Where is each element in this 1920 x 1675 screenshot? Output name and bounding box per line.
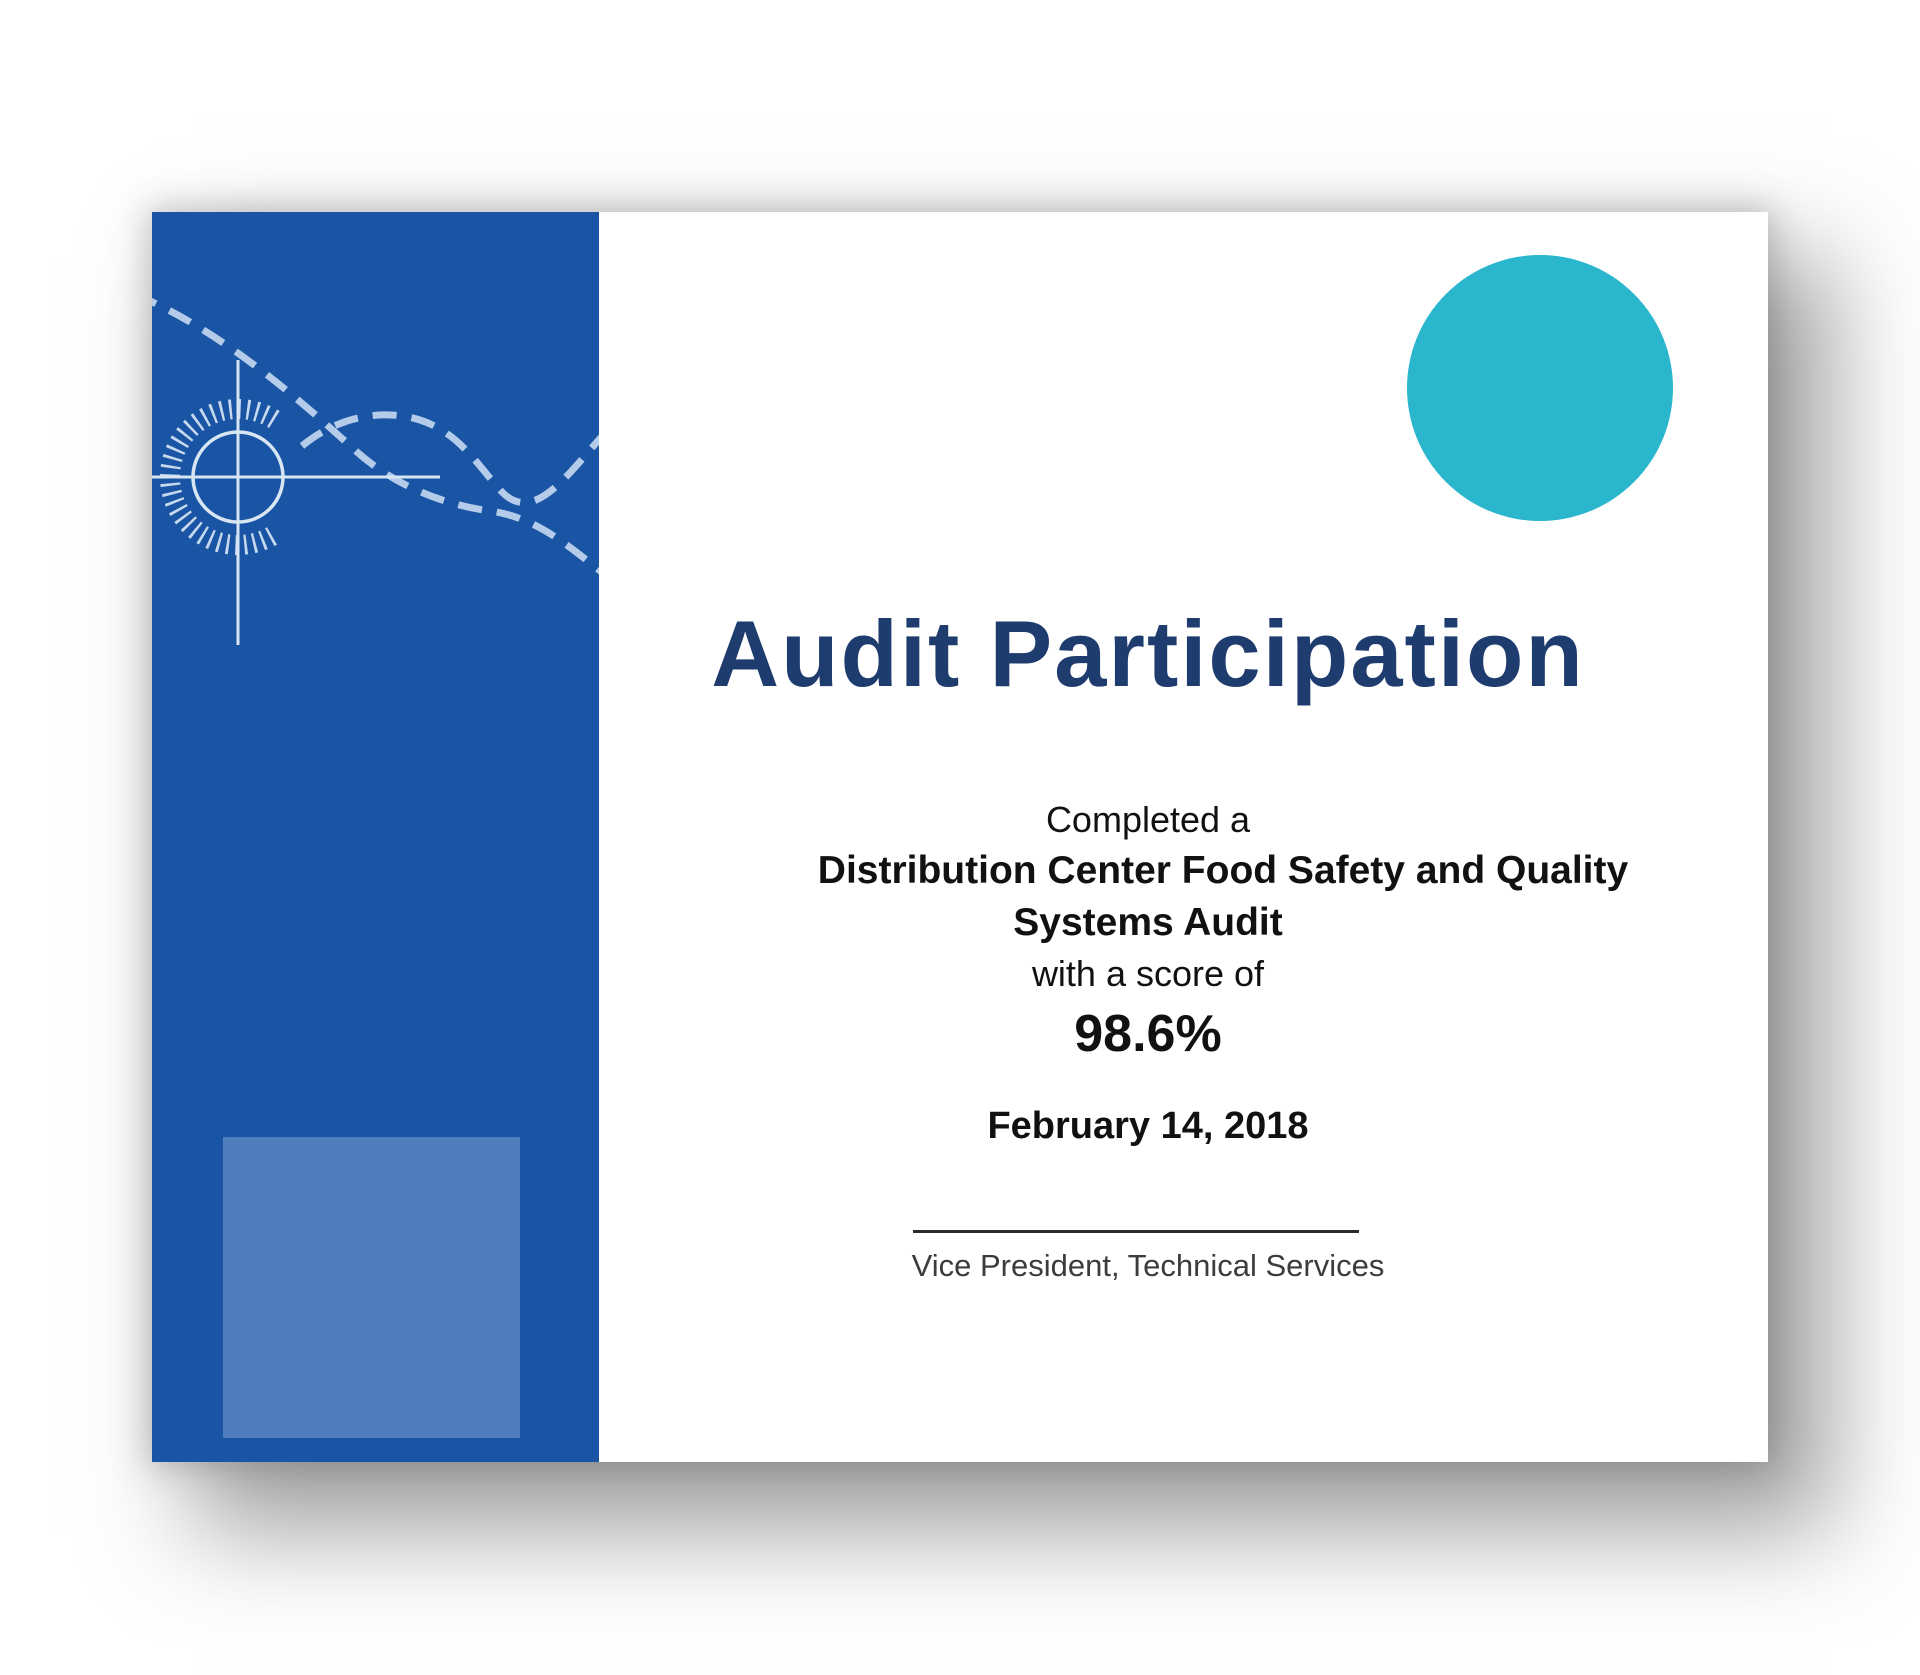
compass-crosshair-icon <box>152 298 599 645</box>
audit-name-line2: Systems Audit <box>1013 901 1283 944</box>
completed-label: Completed a <box>1045 799 1251 840</box>
accent-square <box>223 1137 520 1438</box>
certificate-title: Audit Participation <box>711 601 1585 706</box>
target-circle-icon <box>191 430 285 524</box>
audit-name-line1: Distribution Center Food Safety and Qual… <box>817 849 1629 892</box>
score-label: with a score of <box>1031 953 1265 994</box>
score-value: 98.6% <box>1074 1005 1222 1063</box>
certificate-content: Audit Participation Completed a Distribu… <box>602 212 1694 1462</box>
certificate-page: Audit Participation Completed a Distribu… <box>152 212 1768 1462</box>
teal-circle <box>1407 255 1673 521</box>
certificate-date: February 14, 2018 <box>987 1105 1309 1147</box>
signatory-title: Vice President, Technical Services <box>911 1248 1385 1283</box>
dashed-curve-icon <box>152 298 599 575</box>
certificate-sidebar <box>152 212 599 1462</box>
signature-line <box>913 1230 1359 1233</box>
